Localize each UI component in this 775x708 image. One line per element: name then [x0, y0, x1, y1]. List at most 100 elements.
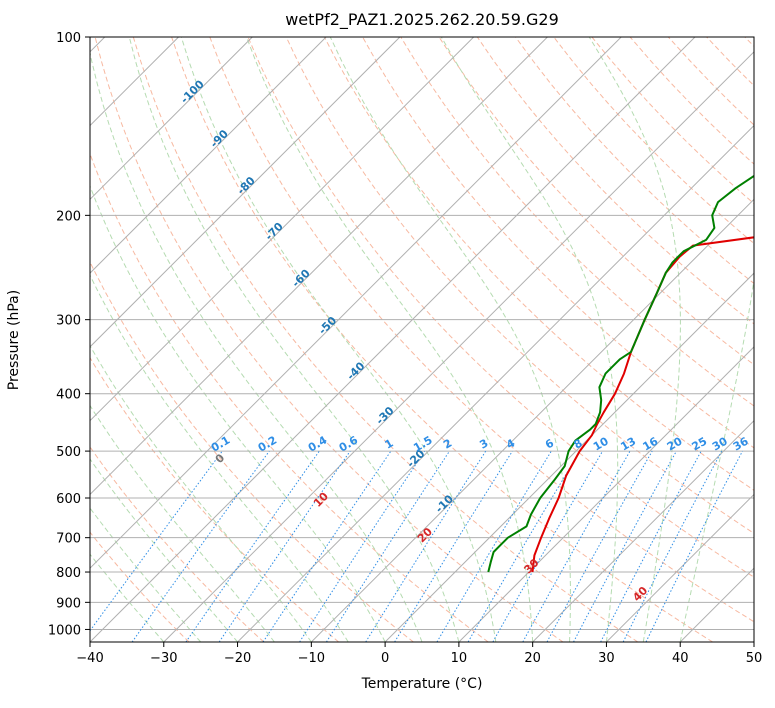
y-tick-label: 100: [56, 31, 81, 46]
moist-adiabat: [180, 37, 497, 642]
x-tick-label: −40: [76, 651, 103, 666]
y-tick-label: 400: [56, 388, 81, 403]
dry-adiabat: [90, 356, 339, 642]
x-tick-label: 50: [746, 651, 763, 666]
x-tick-label: −10: [298, 651, 325, 666]
mixing-ratio-line: [546, 450, 653, 642]
x-axis-label: Temperature (°C): [361, 676, 483, 692]
isotherm-label: -50: [316, 314, 339, 337]
series-1-line: [487, 174, 754, 573]
isotherm-line: [532, 419, 754, 642]
x-tick-label: −20: [224, 651, 251, 666]
y-axis-label: Pressure (hPa): [6, 289, 22, 391]
dry-adiabat: [515, 37, 754, 285]
mixing-ratio-label: 1: [383, 437, 396, 452]
isotherm-line: [90, 37, 401, 348]
isotherm-line: [90, 37, 475, 422]
dry-adiabat: [438, 37, 754, 366]
dry-adiabat: [94, 37, 564, 642]
isotherm-line: [90, 37, 548, 496]
mixing-ratio-lines: [90, 450, 743, 642]
x-tick-label: 30: [598, 651, 615, 666]
y-tick-label: 600: [56, 492, 81, 507]
pressure-grid-lines: [90, 37, 754, 630]
mixing-ratio-line: [600, 450, 702, 642]
isotherm-label: -30: [373, 404, 396, 427]
y-tick-label: 1000: [48, 623, 81, 638]
isotherm-line: [90, 37, 696, 642]
dry-adiabat: [744, 37, 754, 47]
background-lines: [90, 37, 754, 642]
isotherm-label: -100: [178, 77, 207, 106]
mixing-ratio-line: [185, 450, 320, 642]
x-axis-ticks: −40 −30 −20 −10 0 10 20 30 40 50: [76, 642, 762, 666]
skewed-isotherms: [90, 37, 754, 642]
dry-adiabat: [171, 37, 713, 642]
moist-adiabat: [128, 37, 460, 642]
x-tick-label: −30: [150, 651, 177, 666]
moist-adiabat: [329, 37, 571, 642]
isotherm-line: [310, 198, 754, 642]
dry-adiabat: [209, 37, 754, 623]
mixing-ratio-label: 4: [504, 436, 517, 451]
moist-adiabat: [90, 553, 165, 642]
dry-adiabat: [90, 152, 489, 642]
y-tick-label: 200: [56, 209, 81, 224]
mixing-ratio-line: [90, 450, 223, 632]
mixing-ratio-label: 2: [441, 437, 454, 452]
dry-adiabat: [90, 531, 190, 642]
dry-adiabat: [553, 37, 754, 245]
isotherm-line: [458, 346, 754, 642]
mixing-ratio-line: [394, 450, 513, 642]
mixing-ratio-line: [573, 450, 677, 642]
dry-adiabat: [629, 37, 754, 165]
mixing-ratio-line: [645, 450, 743, 642]
x-tick-label: 40: [672, 651, 689, 666]
mixing-ratio-label: 6: [543, 436, 556, 451]
mixing-ratio-line: [262, 450, 392, 642]
moist-adiabat: [679, 37, 754, 642]
mixing-ratio-line: [522, 450, 631, 642]
y-tick-label: 900: [56, 596, 81, 611]
dry-adiabat: [90, 446, 265, 642]
isotherm-label: -10: [433, 492, 456, 515]
isotherm-line: [753, 641, 754, 642]
mixing-ratio-line: [218, 450, 351, 642]
isotherm-label: -80: [235, 174, 258, 197]
moist-adiabat: [90, 184, 386, 642]
mixing-ratio-line: [299, 450, 426, 642]
moist-adiabat: [246, 37, 534, 642]
isotherm-line: [90, 37, 253, 201]
isotherm-line: [237, 124, 754, 642]
isotherm-label: -60: [289, 267, 312, 290]
dry-adiabat: [591, 37, 754, 205]
moist-adiabat: [90, 344, 312, 642]
isotherm-line: [90, 37, 622, 569]
dry-adiabat: [90, 260, 414, 642]
isotherm-label: -40: [344, 359, 367, 382]
chart-title: wetPf2_PAZ1.2025.262.20.59.G29: [285, 10, 559, 29]
dry-adiabat: [323, 37, 754, 491]
mixing-ratio-line: [365, 450, 487, 642]
series-group: [487, 174, 754, 573]
x-tick-label: 10: [451, 651, 468, 666]
y-tick-label: 300: [56, 314, 81, 329]
dry-adiabat: [706, 37, 754, 87]
mixing-ratio-line: [131, 450, 270, 642]
isotherm-label: -90: [208, 127, 231, 150]
mixing-ratio-label: 3: [477, 437, 490, 452]
x-tick-label: 20: [524, 651, 541, 666]
isotherm-line: [90, 37, 179, 127]
dry-adiabat: [476, 37, 754, 325]
moist-adiabat: [90, 404, 275, 642]
isotherm-line: [90, 37, 327, 274]
y-axis-ticks: 100 200 300 400 500 600 700 800 900 1000: [48, 31, 90, 638]
mixing-ratio-line: [325, 450, 450, 642]
x-tick-label: 0: [381, 651, 389, 666]
mixing-ratio-line: [622, 450, 723, 642]
isotherm-line: [384, 272, 754, 642]
dry-adiabat: [362, 37, 754, 449]
moist-adiabat: [90, 50, 423, 642]
moist-adiabat: [588, 37, 681, 642]
